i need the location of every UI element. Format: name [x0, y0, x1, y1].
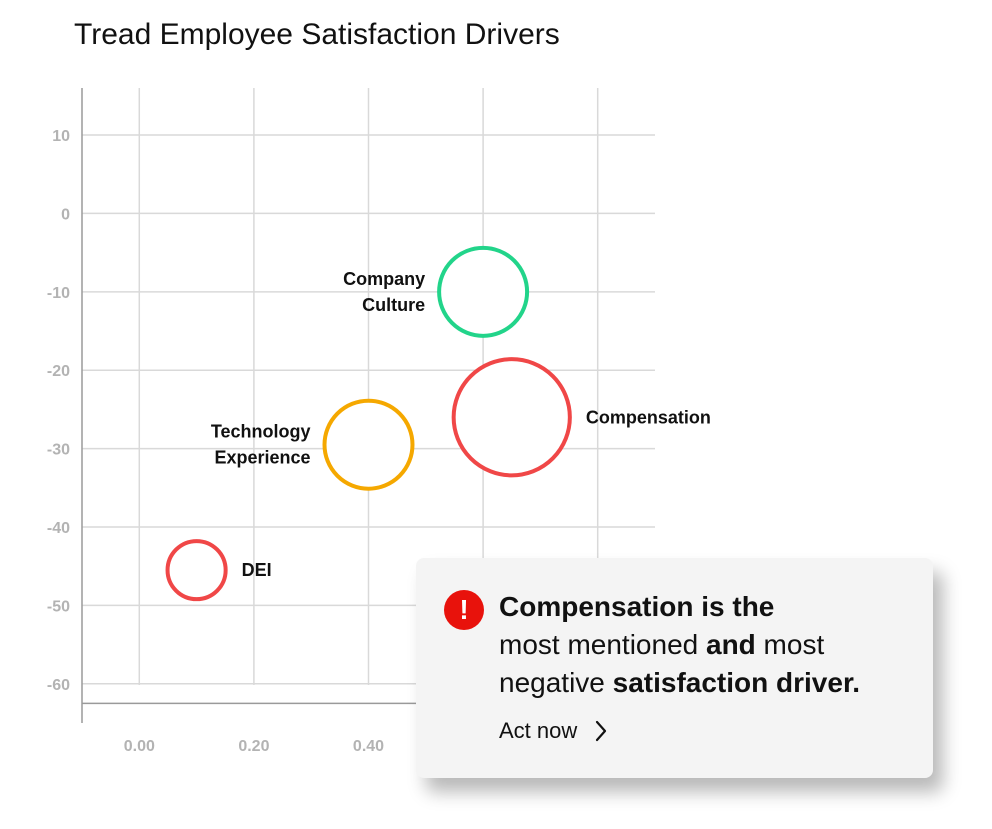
- bubble-label: Compensation: [586, 407, 711, 427]
- callout-text: most: [755, 629, 825, 660]
- y-tick-label: 10: [52, 128, 70, 145]
- bubble-label: Company: [343, 269, 425, 289]
- bubble-label: Technology: [211, 422, 311, 442]
- y-tick-label: -30: [47, 442, 70, 459]
- chevron-right-icon: [596, 720, 607, 742]
- bubble-label: Culture: [362, 295, 425, 315]
- bubble-compensation: [451, 357, 572, 478]
- x-tick-label: 0.00: [124, 738, 155, 755]
- y-tick-label: -10: [47, 285, 70, 302]
- callout-text: most mentioned: [499, 629, 706, 660]
- alert-icon: [444, 590, 484, 630]
- y-tick-label: -20: [47, 363, 70, 380]
- y-tick-label: -50: [47, 598, 70, 615]
- callout-headline: Compensation is the: [499, 591, 775, 622]
- y-tick-label: 0: [61, 206, 70, 223]
- act-now-label: Act now: [499, 718, 578, 743]
- callout-text: negative: [499, 667, 613, 698]
- y-tick-label: -60: [47, 677, 70, 694]
- x-tick-label: 0.40: [353, 738, 384, 755]
- callout-emphasis: and: [706, 629, 756, 660]
- act-now-link[interactable]: Act now: [499, 718, 607, 744]
- bubble-technology-experience: [322, 398, 415, 491]
- x-tick-label: 0.20: [238, 738, 269, 755]
- y-tick-label: -40: [47, 520, 70, 537]
- bubble-label: Experience: [214, 448, 310, 468]
- bubble-label: DEI: [242, 560, 272, 580]
- callout-message: Compensation is the most mentioned and m…: [499, 588, 919, 702]
- bubble-company-culture: [437, 245, 530, 338]
- callout-emphasis: satisfaction driver.: [612, 667, 861, 698]
- bubble-dei: [165, 539, 228, 602]
- chart-title: Tread Employee Satisfaction Drivers: [74, 18, 560, 51]
- insight-callout: Compensation is the most mentioned and m…: [416, 558, 933, 778]
